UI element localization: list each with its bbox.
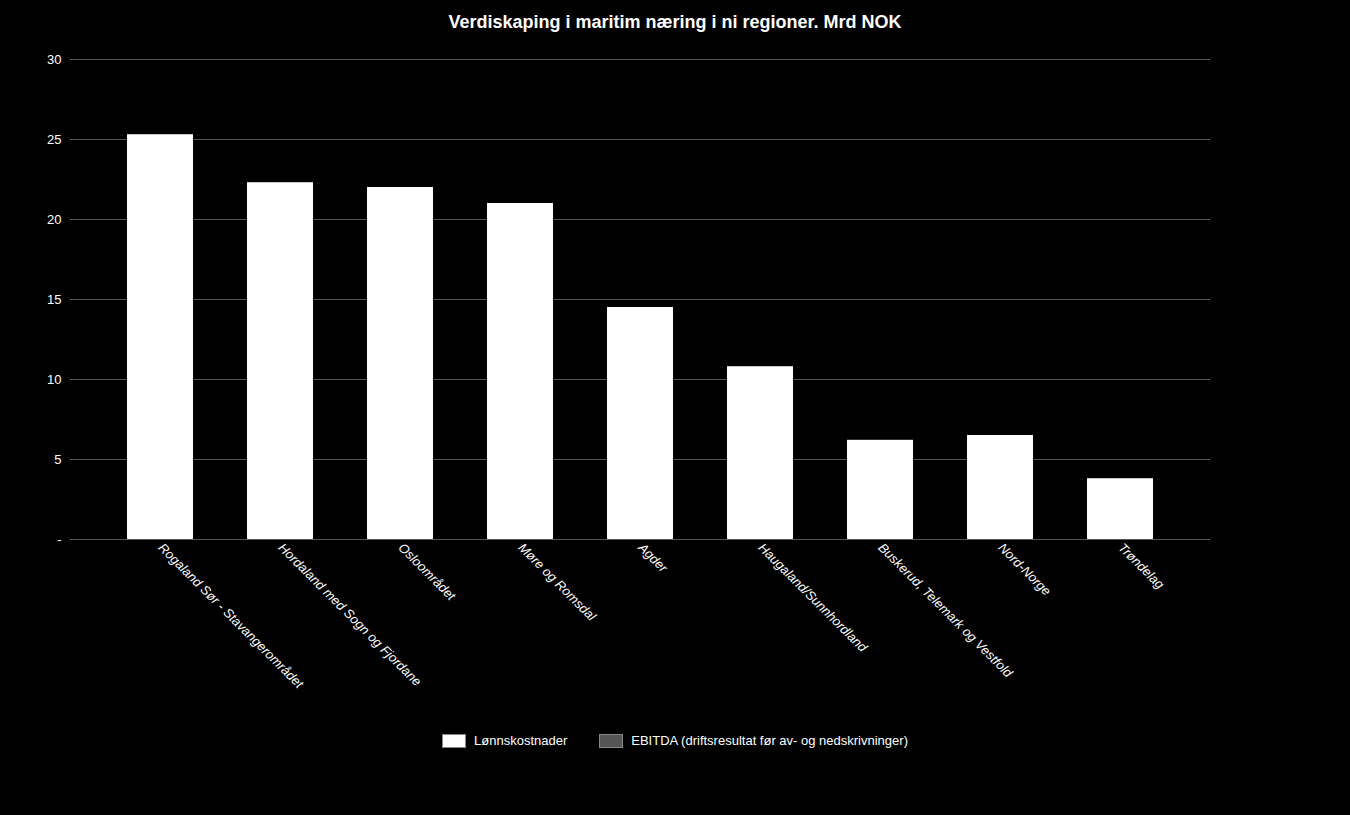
svg-text:25: 25 — [47, 132, 61, 147]
svg-text:Nord-Norge: Nord-Norge — [995, 540, 1054, 599]
svg-text:Rogaland Sør - Stavangerområde: Rogaland Sør - Stavangerområdet — [155, 540, 307, 692]
svg-text:Hordaland med Sogn og Fjordane: Hordaland med Sogn og Fjordane — [275, 540, 424, 689]
html-text:Verdiskaping i maritim næring: Verdiskaping i maritim næring i ni regio… — [448, 12, 902, 32]
svg-text:Trøndelag: Trøndelag — [1115, 540, 1167, 592]
svg-text:15: 15 — [47, 292, 61, 307]
html-text:Lønnskostnader: Lønnskostnader — [474, 733, 568, 748]
svg-text:-: - — [57, 532, 61, 547]
svg-text:10: 10 — [47, 372, 61, 387]
svg-text:Haugaland/Sunnhordland: Haugaland/Sunnhordland — [755, 540, 870, 655]
svg-text:5: 5 — [54, 452, 61, 467]
svg-text:30: 30 — [47, 52, 61, 67]
svg-text:Agder: Agder — [635, 539, 671, 575]
svg-text:Møre og Romsdal: Møre og Romsdal — [515, 540, 599, 624]
svg-text:Osloområdet: Osloområdet — [395, 540, 459, 604]
html-text:EBITDA (driftsresultat før av-: EBITDA (driftsresultat før av- og nedskr… — [631, 733, 908, 748]
svg-text:20: 20 — [47, 212, 61, 227]
svg-text:Buskerud, Telemark og Vestfold: Buskerud, Telemark og Vestfold — [875, 540, 1016, 681]
